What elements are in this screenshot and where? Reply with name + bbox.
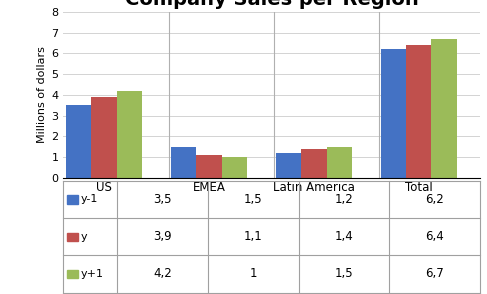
Y-axis label: Millions of dollars: Millions of dollars [37,46,47,143]
Bar [91,97,116,178]
Bar [326,147,352,178]
Text: 4,2: 4,2 [153,268,172,280]
Text: 3,5: 3,5 [153,193,172,206]
Text: 1,4: 1,4 [335,230,353,243]
Bar [66,105,91,178]
Text: 3,9: 3,9 [153,230,172,243]
Text: 6,2: 6,2 [425,193,444,206]
Bar [431,39,457,178]
Bar [276,153,301,178]
Text: 1,2: 1,2 [335,193,353,206]
Bar [171,147,196,178]
Title: Company Sales per Region: Company Sales per Region [125,0,418,9]
Text: 6,4: 6,4 [425,230,444,243]
Text: y: y [80,232,87,242]
Text: 1: 1 [249,268,257,280]
Text: 1,1: 1,1 [244,230,262,243]
Text: 6,7: 6,7 [425,268,444,280]
Bar [222,157,247,178]
Bar [67,195,78,203]
Bar [67,270,78,278]
Bar [116,91,142,178]
Text: y-1: y-1 [80,194,98,204]
Text: 1,5: 1,5 [244,193,262,206]
Bar [301,149,326,178]
Bar [196,155,222,178]
Bar [406,45,431,178]
Text: 1,5: 1,5 [335,268,353,280]
Bar [381,49,406,178]
Text: y+1: y+1 [80,269,103,279]
Bar [67,233,78,241]
